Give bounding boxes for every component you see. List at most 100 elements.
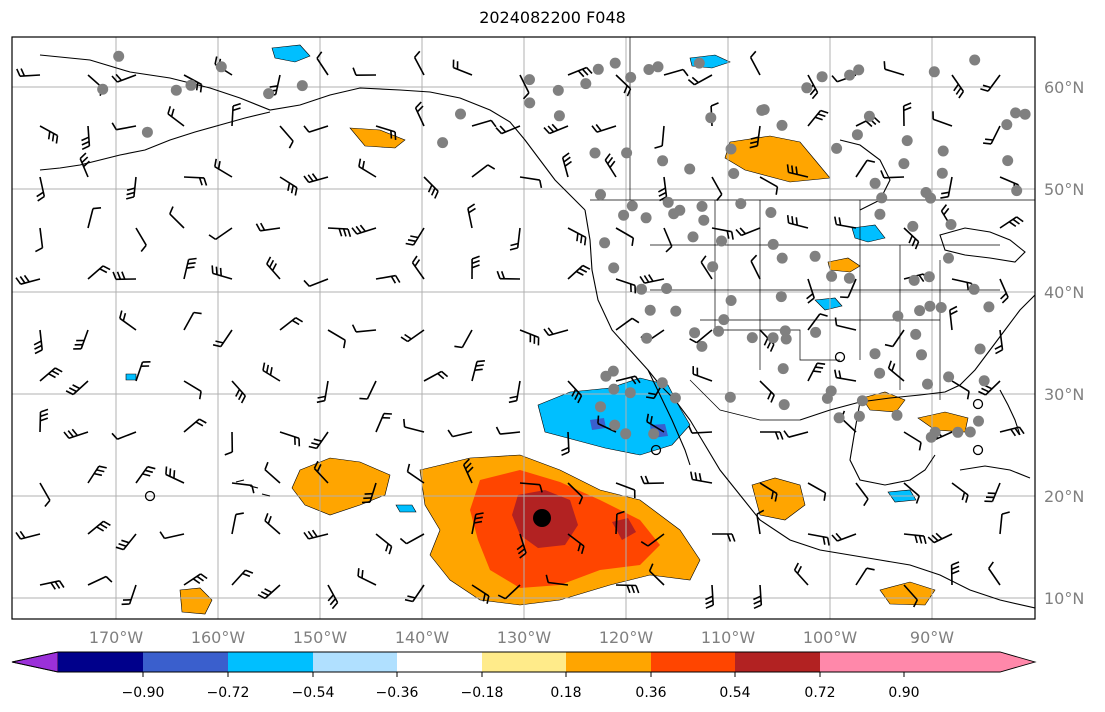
wind-barb-flag	[834, 369, 838, 378]
wind-barb-staff	[369, 482, 377, 503]
wind-barb-flag	[355, 225, 362, 234]
wind-barb-flag	[287, 182, 291, 191]
wind-barb-flag	[682, 69, 689, 77]
wind-barb-staff	[999, 216, 1018, 229]
wind-barb-staff	[548, 329, 569, 337]
wind-barb-flag	[34, 349, 43, 355]
station-marker	[595, 189, 606, 201]
wind-barb-staff	[788, 222, 809, 229]
station-marker	[843, 272, 855, 284]
wind-barb-flag	[264, 588, 273, 594]
wind-barb-flag	[918, 274, 925, 283]
wind-barb-flag	[750, 140, 759, 145]
wind-barb-flag	[15, 531, 22, 540]
wind-barb-staff	[39, 329, 43, 350]
wind-barb-flag	[508, 399, 517, 404]
wind-barb-staff	[711, 584, 714, 606]
wind-barb-flag	[981, 387, 990, 393]
wind-barb-flag	[786, 164, 790, 173]
wind-barb-staff	[39, 580, 60, 586]
wind-barb-staff	[323, 380, 329, 401]
wind-barb-flag	[437, 372, 445, 380]
wind-barb-flag	[466, 466, 474, 474]
wind-barb-flag	[170, 108, 175, 117]
wind-barb-flag	[688, 425, 693, 434]
wind-barb-staff	[741, 227, 761, 237]
wind-barb-staff	[807, 313, 821, 331]
wind-barb-flag	[264, 461, 269, 470]
wind-barb-flag	[351, 324, 357, 333]
wind-barb-flag	[644, 475, 650, 484]
wind-barb-flag	[914, 241, 920, 250]
lon-tick-label: 120°W	[599, 628, 654, 647]
wind-barb-flag	[931, 534, 939, 542]
wind-barb-flag	[475, 364, 484, 367]
station-marker	[831, 142, 843, 154]
station-marker	[725, 295, 737, 306]
station-marker	[725, 143, 737, 155]
wind-barb-flag	[211, 265, 214, 274]
wind-barb-flag	[35, 247, 43, 253]
wind-barb-flag	[475, 512, 484, 516]
wind-barb-flag	[940, 195, 949, 199]
wind-barb-flag	[516, 544, 524, 551]
wind-barb-flag	[583, 237, 587, 246]
wind-barb-staff	[20, 278, 41, 285]
wind-barb-staff	[467, 208, 473, 229]
lon-tick-label: 130°W	[497, 628, 552, 647]
wind-barb-staff	[615, 482, 635, 491]
wind-barb-flag	[144, 469, 153, 474]
colorbar-tick-label: 0.18	[550, 685, 581, 701]
wind-barb-flag	[51, 133, 55, 142]
wind-barb-flag	[643, 275, 650, 283]
wind-barb-flag	[486, 595, 490, 604]
wind-barb-flag	[982, 84, 991, 89]
wind-barb-flag	[313, 438, 322, 442]
station-marker	[618, 209, 630, 221]
station-marker	[833, 412, 845, 424]
wind-barb-flag	[838, 217, 842, 226]
wind-barb-flag	[165, 466, 168, 475]
wind-barb-flag	[105, 575, 113, 583]
wind-barb-staff	[663, 227, 673, 247]
wind-barb-flag	[79, 152, 87, 160]
wind-barb-flag	[687, 78, 696, 86]
wind-barb-flag	[268, 259, 275, 268]
wind-barb-flag	[115, 546, 124, 551]
aleutian-chain	[39, 111, 271, 171]
wind-barb-flag	[770, 394, 775, 403]
wind-barb-staff	[462, 464, 473, 484]
wind-barb-flag	[188, 257, 197, 261]
wind-barb-staff	[991, 482, 1001, 502]
wind-barb-flag	[806, 293, 814, 300]
wind-barb-flag	[626, 585, 631, 594]
station-marker	[641, 332, 653, 344]
wind-barb-staff	[220, 329, 233, 348]
storm-center-marker	[533, 509, 551, 527]
wind-barb-staff	[561, 157, 569, 178]
lon-tick-label: 90°W	[910, 628, 954, 647]
wind-barb-flag	[1018, 426, 1025, 435]
wind-barb-staff	[807, 278, 815, 299]
wind-barb-flag	[951, 565, 960, 571]
wind-barb-staff	[231, 569, 247, 586]
station-marker	[728, 168, 740, 179]
station-marker	[826, 270, 838, 282]
wind-barb-staff	[308, 533, 329, 540]
wind-barb-staff	[404, 426, 425, 433]
wind-barb-flag	[820, 109, 829, 114]
station-marker	[863, 110, 875, 122]
wind-barb-flag	[40, 417, 49, 422]
wind-barb-flag	[240, 395, 247, 404]
wind-barb-staff	[951, 278, 972, 285]
wind-barb-flag	[571, 388, 577, 397]
figure-title: 2024082200 F048	[479, 8, 626, 27]
wind-barb-flag	[576, 233, 579, 242]
gulf-coast	[799, 294, 1035, 421]
wind-barb-flag	[951, 570, 960, 575]
wind-barb-staff	[471, 164, 489, 178]
wind-barb-flag	[99, 523, 108, 529]
station-marker	[684, 163, 696, 175]
colorbar-tick-label: −0.72	[207, 685, 250, 701]
wind-barb-staff	[356, 329, 377, 333]
